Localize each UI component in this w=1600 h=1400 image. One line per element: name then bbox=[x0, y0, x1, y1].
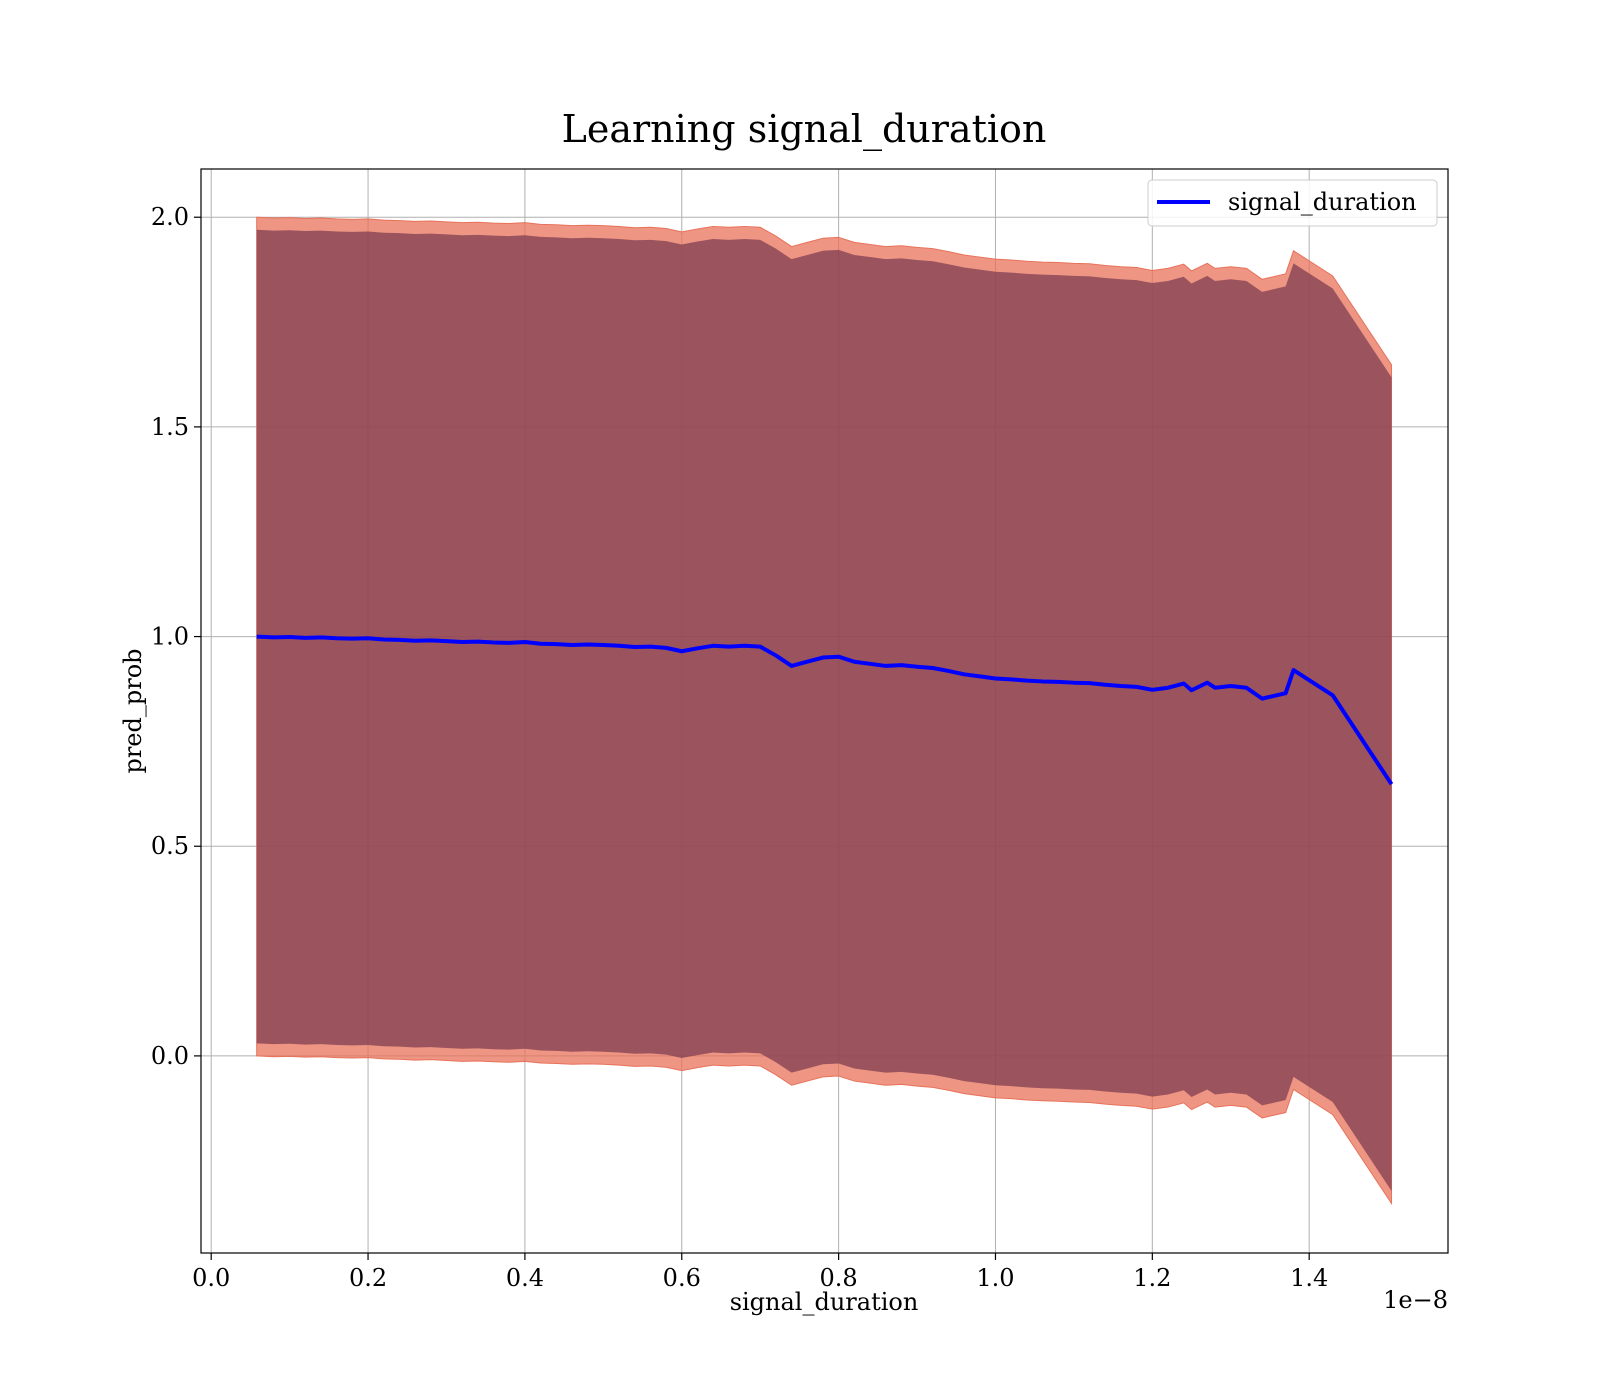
x-tick-label: 1.4 bbox=[1290, 1264, 1328, 1292]
y-tick-label: 0.5 bbox=[151, 832, 189, 860]
chart-title: Learning signal_duration bbox=[562, 107, 1047, 152]
y-axis-label: pred_prob bbox=[119, 648, 147, 773]
x-axis-offset-label: 1e−8 bbox=[1383, 1286, 1448, 1314]
y-tick-label: 1.0 bbox=[151, 623, 189, 651]
legend-label: signal_duration bbox=[1228, 188, 1417, 216]
x-axis: 0.0 0.2 0.4 0.6 0.8 1.0 1.2 1.4 bbox=[192, 1253, 1328, 1292]
x-tick-label: 0.8 bbox=[820, 1264, 858, 1292]
x-axis-label: signal_duration bbox=[730, 1288, 919, 1316]
legend-frame bbox=[1147, 179, 1438, 227]
inner-confidence-band bbox=[256, 229, 1392, 1191]
legend: signal_duration bbox=[1147, 179, 1438, 227]
y-tick-label: 2.0 bbox=[151, 203, 189, 231]
x-tick-label: 0.0 bbox=[192, 1264, 230, 1292]
x-tick-label: 0.2 bbox=[349, 1264, 387, 1292]
plot-frame bbox=[200, 168, 1449, 1254]
y-tick-label: 1.5 bbox=[151, 413, 189, 441]
x-tick-label: 0.4 bbox=[506, 1264, 544, 1292]
x-tick-label: 1.0 bbox=[976, 1264, 1014, 1292]
series-lines bbox=[256, 634, 1394, 786]
y-tick-label: 0.0 bbox=[151, 1042, 189, 1070]
series-line bbox=[256, 634, 1394, 786]
y-axis: 0.0 0.5 1.0 1.5 2.0 bbox=[151, 203, 201, 1070]
x-tick-label: 0.6 bbox=[663, 1264, 701, 1292]
confidence-bands bbox=[256, 216, 1393, 1206]
x-tick-label: 1.2 bbox=[1133, 1264, 1171, 1292]
